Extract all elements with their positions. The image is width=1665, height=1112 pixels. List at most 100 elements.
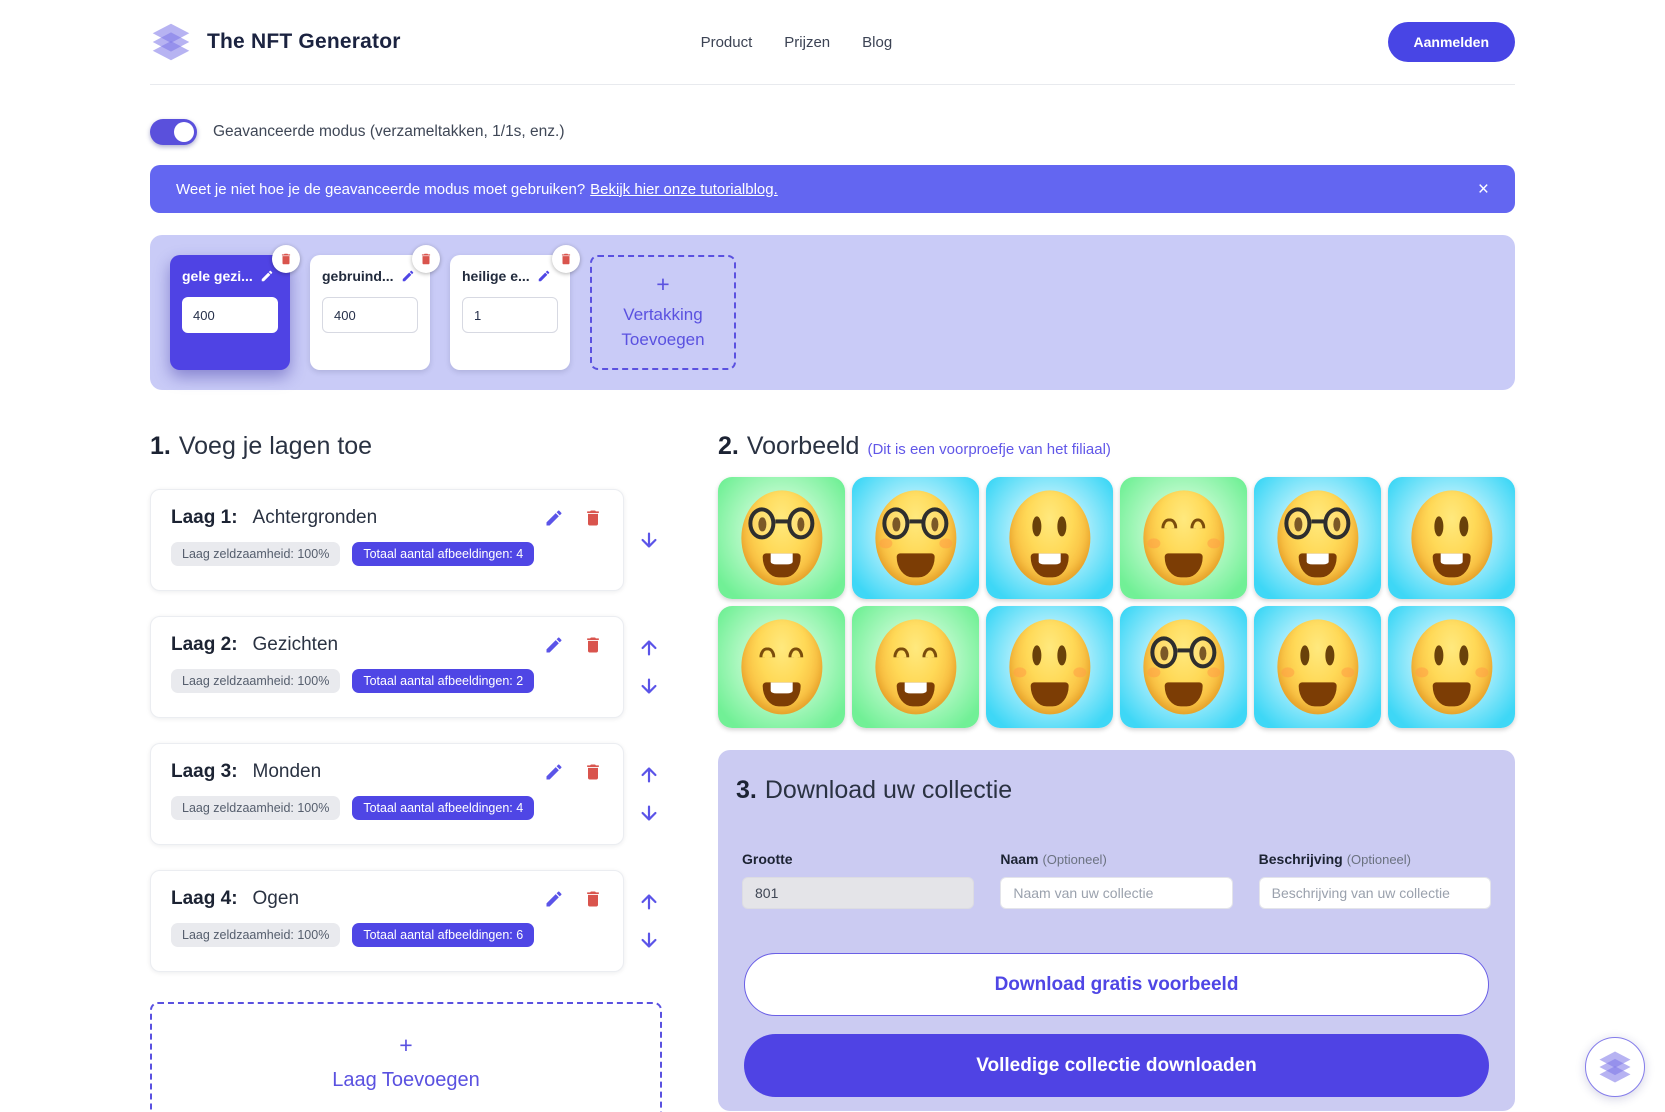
edit-pencil-icon[interactable] — [260, 269, 274, 283]
edit-pencil-icon[interactable] — [544, 635, 564, 655]
glasses-icon — [787, 507, 815, 540]
add-layer-button[interactable]: + Laag Toevoegen — [150, 1002, 662, 1112]
chat-widget-button[interactable] — [1585, 1037, 1645, 1097]
plus-icon: + — [399, 1032, 413, 1058]
layer-name: Ogen — [252, 888, 300, 909]
collection-description-input[interactable] — [1258, 877, 1491, 909]
download-full-collection-button[interactable]: Volledige collectie downloaden — [744, 1034, 1489, 1097]
rarity-badge: Laag zeldzaamheid: 100% — [171, 796, 341, 820]
advanced-mode-row: Geavanceerde modus (verzameltakken, 1/1s… — [150, 119, 1515, 145]
branch-card[interactable]: heilige e... — [450, 245, 580, 370]
trash-icon[interactable] — [583, 635, 603, 655]
branch-count-input[interactable] — [322, 297, 418, 333]
emoji-mouth — [762, 553, 801, 578]
delete-branch-button[interactable] — [412, 245, 440, 273]
emoji-blush — [939, 538, 953, 549]
glasses-icon — [1189, 636, 1217, 669]
emoji-eye — [1057, 645, 1067, 666]
glasses-icon — [748, 507, 776, 540]
emoji-mouth — [1432, 682, 1471, 707]
tutorial-blog-link[interactable]: Bekijk hier onze tutorialblog. — [590, 180, 778, 198]
close-icon[interactable]: × — [1477, 178, 1489, 200]
branch-card[interactable]: gele gezi... — [170, 245, 300, 370]
emoji-mouth — [896, 682, 935, 707]
nav-link-prijzen[interactable]: Prijzen — [784, 33, 831, 51]
emoji-teeth — [1038, 553, 1061, 564]
layer-row: Laag 3: Monden Laag zeldzaamheid: 100% T… — [150, 743, 662, 845]
rarity-badge: Laag zeldzaamheid: 100% — [171, 669, 341, 693]
preview-tile — [986, 606, 1113, 728]
emoji-mouth — [1298, 682, 1337, 707]
move-up-icon[interactable] — [638, 764, 660, 786]
download-section: 3.Download uw collectie Grootte Naam(Opt… — [718, 750, 1515, 1111]
delete-branch-button[interactable] — [272, 245, 300, 273]
emoji-eye — [1032, 645, 1042, 666]
emoji-mouth — [1030, 682, 1069, 707]
tutorial-banner: Weet je niet hoe je de geavanceerde modu… — [150, 165, 1515, 213]
trash-icon[interactable] — [583, 762, 603, 782]
layer-row: Laag 2: Gezichten Laag zeldzaamheid: 100… — [150, 616, 662, 718]
move-up-icon[interactable] — [638, 891, 660, 913]
plus-icon: + — [656, 270, 670, 297]
layer-name: Gezichten — [252, 634, 339, 655]
move-down-icon[interactable] — [638, 929, 660, 951]
emoji-mouth — [1298, 553, 1337, 578]
size-field-group: Grootte — [742, 851, 975, 909]
glasses-bridge — [908, 518, 922, 523]
preview-tile — [1120, 477, 1247, 599]
advanced-mode-toggle[interactable] — [150, 119, 197, 145]
layers-logo-icon — [150, 22, 192, 62]
trash-icon — [281, 253, 291, 265]
trash-icon[interactable] — [583, 508, 603, 528]
emoji-blush — [1414, 667, 1428, 678]
preview-tile — [1388, 606, 1515, 728]
move-down-icon[interactable] — [638, 529, 660, 551]
emoji-blush — [1341, 667, 1355, 678]
emoji-teeth — [904, 682, 927, 693]
emoji-face — [740, 619, 823, 715]
move-down-icon[interactable] — [638, 675, 660, 697]
branch-card[interactable]: gebruind... — [310, 245, 440, 370]
emoji-blush — [1073, 667, 1087, 678]
trash-icon[interactable] — [583, 889, 603, 909]
total-images-badge: Totaal aantal afbeeldingen: 4 — [352, 796, 535, 820]
nav-link-product[interactable]: Product — [700, 33, 753, 51]
layer-card: Laag 3: Monden Laag zeldzaamheid: 100% T… — [150, 743, 624, 845]
emoji-blush — [1207, 667, 1221, 678]
emoji-mouth — [1432, 553, 1471, 578]
emoji-eye — [1325, 645, 1335, 666]
emoji-face — [1276, 490, 1359, 586]
emoji-teeth — [1440, 553, 1463, 564]
layer-prefix: Laag 2: — [171, 634, 238, 655]
edit-pencil-icon[interactable] — [544, 508, 564, 528]
total-images-badge: Totaal aantal afbeeldingen: 4 — [352, 542, 535, 566]
edit-pencil-icon[interactable] — [544, 762, 564, 782]
emoji-eye — [1459, 645, 1469, 666]
layers-column: 1. Voeg je lagen toe Laag 1: Achtergronde… — [150, 432, 662, 1112]
move-down-icon[interactable] — [638, 802, 660, 824]
description-field-group: Beschrijving (Optioneel) — [1258, 851, 1491, 909]
preview-column: 2. Voorbeeld (Dit is een voorproefje van h… — [718, 432, 1515, 1112]
delete-branch-button[interactable] — [552, 245, 580, 273]
edit-pencil-icon[interactable] — [544, 889, 564, 909]
add-branch-button[interactable]: + Vertakking Toevoegen — [590, 255, 736, 370]
edit-pencil-icon[interactable] — [537, 269, 551, 283]
emoji-face — [1142, 490, 1225, 586]
collection-name-input[interactable] — [1000, 877, 1233, 909]
branch-name: gebruind... — [322, 268, 394, 284]
branch-count-input[interactable] — [182, 297, 278, 333]
nav-link-blog[interactable]: Blog — [862, 33, 893, 51]
layer-card: Laag 2: Gezichten Laag zeldzaamheid: 100… — [150, 616, 624, 718]
emoji-face — [1142, 619, 1225, 715]
emoji-face — [874, 619, 957, 715]
emoji-face — [1008, 619, 1091, 715]
emoji-mouth — [896, 553, 935, 578]
branch-count-input[interactable] — [462, 297, 558, 333]
layer-name: Monden — [252, 761, 322, 782]
layer-prefix: Laag 3: — [171, 761, 238, 782]
move-up-icon[interactable] — [638, 637, 660, 659]
download-free-sample-button[interactable]: Download gratis voorbeeld — [744, 953, 1489, 1016]
edit-pencil-icon[interactable] — [401, 269, 415, 283]
advanced-mode-label: Geavanceerde modus (verzameltakken, 1/1s… — [213, 123, 565, 140]
signin-button[interactable]: Aanmelden — [1387, 22, 1515, 62]
